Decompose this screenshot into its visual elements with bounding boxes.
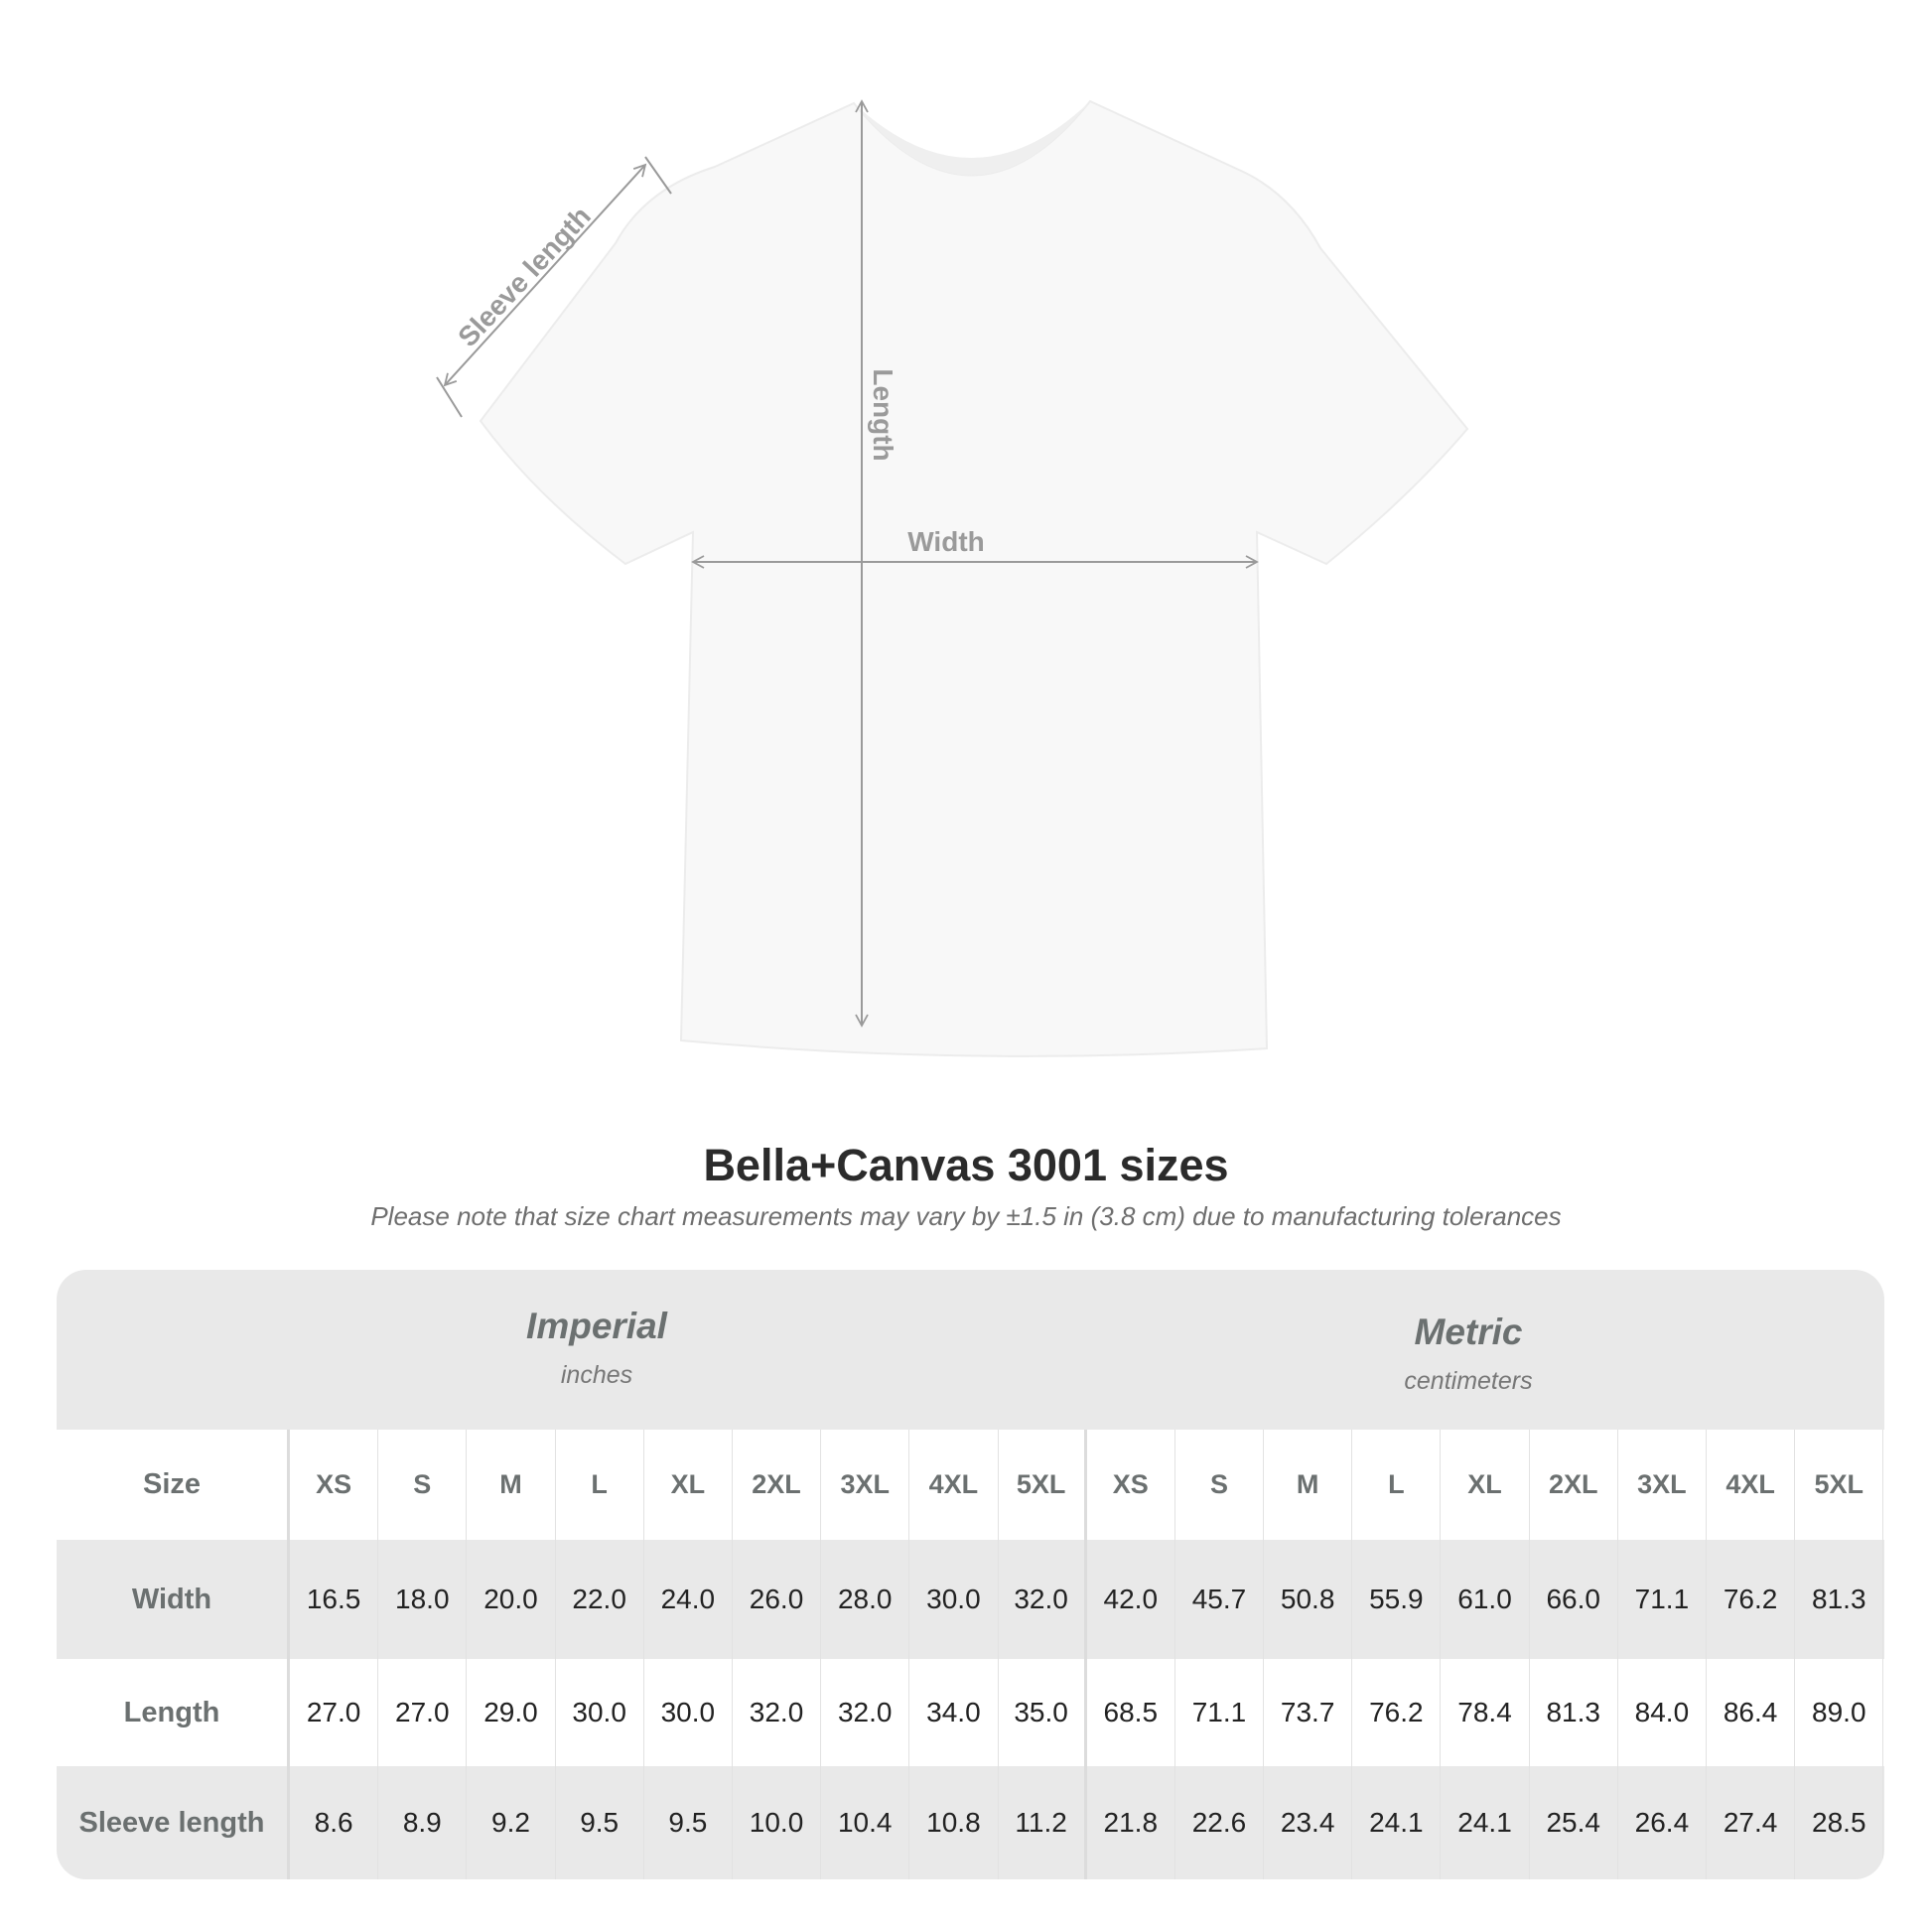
size-header-row: Size XS S M L XL 2XL 3XL 4XL 5XL XS S M L XL 2XL 3XL 4XL 5… [57,1430,1884,1540]
table-cell: 30.0 [644,1659,733,1766]
table-cell: 27.0 [378,1659,468,1766]
size-header-cell: XL [644,1430,733,1540]
size-header-cell: 2XL [1530,1430,1618,1540]
table-cell: 50.8 [1264,1540,1353,1659]
table-cell: 61.0 [1441,1540,1530,1659]
table-cell: 30.0 [556,1659,644,1766]
table-cell: 84.0 [1618,1659,1707,1766]
table-cell: 78.4 [1441,1659,1530,1766]
table-cell: 16.5 [290,1540,379,1659]
table-cell: 25.4 [1530,1766,1618,1879]
imperial-unit: inches [560,1361,633,1389]
table-cell: 10.4 [821,1766,910,1879]
table-cell: 27.4 [1707,1766,1796,1879]
size-table: Imperial inches Metric centimeters Size X… [57,1270,1884,1879]
size-header-cell: M [467,1430,556,1540]
size-header-cell: 5XL [999,1430,1087,1540]
table-cell: 29.0 [467,1659,556,1766]
table-cell: 34.0 [909,1659,999,1766]
table-cell: 45.7 [1175,1540,1265,1659]
size-header-cell: S [1175,1430,1265,1540]
size-header-cell: 5XL [1795,1430,1884,1540]
table-cell: 76.2 [1707,1540,1796,1659]
imperial-header: Imperial inches [299,1306,895,1390]
table-cell: 76.2 [1352,1659,1442,1766]
table-cell: 8.6 [290,1766,379,1879]
table-cell: 35.0 [999,1659,1087,1766]
tshirt-shape [479,99,1469,1057]
table-cell: 21.8 [1087,1766,1175,1879]
table-cell: 9.5 [556,1766,644,1879]
table-cell: 20.0 [467,1540,556,1659]
table-cell: 18.0 [378,1540,468,1659]
table-cell: 55.9 [1352,1540,1442,1659]
size-header-cell: 4XL [1707,1430,1796,1540]
table-cell: 73.7 [1264,1659,1353,1766]
table-row: Length 27.0 27.0 29.0 30.0 30.0 32.0 32.0 34.0 35… [57,1659,1884,1766]
table-cell: 28.0 [821,1540,910,1659]
table-cell: 28.5 [1795,1766,1884,1879]
imperial-heading: Imperial [526,1306,667,1346]
table-cell: 66.0 [1530,1540,1618,1659]
table-cell: 9.5 [644,1766,733,1879]
table-cell: 42.0 [1087,1540,1175,1659]
table-cell: 10.8 [909,1766,999,1879]
size-header-cell: XS [290,1430,379,1540]
table-cell: 22.6 [1175,1766,1265,1879]
size-header-cell: 3XL [821,1430,910,1540]
unit-header-band [57,1270,1884,1430]
table-cell: 27.0 [290,1659,379,1766]
collar [854,101,1090,176]
row-label: Width [57,1540,290,1659]
size-header-cell: XS [1087,1430,1175,1540]
size-header-cell: L [556,1430,644,1540]
row-label: Length [57,1659,290,1766]
table-cell: 23.4 [1264,1766,1353,1879]
size-header-cell: 4XL [909,1430,999,1540]
size-header-cell: 3XL [1618,1430,1707,1540]
table-cell: 86.4 [1707,1659,1796,1766]
metric-header: Metric centimeters [1171,1311,1766,1396]
metric-unit: centimeters [1404,1367,1533,1395]
table-cell: 24.1 [1352,1766,1442,1879]
table-cell: 32.0 [733,1659,822,1766]
width-label: Width [907,526,985,557]
size-header-cell: 2XL [733,1430,822,1540]
sleeve-measure-line [443,163,647,387]
size-header-cell: M [1264,1430,1353,1540]
table-cell: 26.0 [733,1540,822,1659]
table-cell: 68.5 [1087,1659,1175,1766]
table-cell: 26.4 [1618,1766,1707,1879]
metric-heading: Metric [1414,1311,1523,1352]
table-row: Sleeve length 8.6 8.9 9.2 9.5 9.5 10.0 10.4 10.8… [57,1766,1884,1879]
table-cell: 32.0 [999,1540,1087,1659]
table-cell: 32.0 [821,1659,910,1766]
table-cell: 10.0 [733,1766,822,1879]
table-cell: 71.1 [1618,1540,1707,1659]
length-label: Length [868,368,898,461]
row-label: Sleeve length [57,1766,290,1879]
page-title: Bella+Canvas 3001 sizes [703,1140,1229,1190]
table-cell: 24.1 [1441,1766,1530,1879]
table-cell: 11.2 [999,1766,1087,1879]
table-cell: 9.2 [467,1766,556,1879]
size-header-cell: S [378,1430,468,1540]
table-row: Width 16.5 18.0 20.0 22.0 24.0 26.0 28.0 30.0 32.… [57,1540,1884,1659]
table-cell: 30.0 [909,1540,999,1659]
table-cell: 8.9 [378,1766,468,1879]
table-cell: 89.0 [1795,1659,1884,1766]
size-label: Size [57,1430,290,1540]
size-header-cell: XL [1441,1430,1530,1540]
table-cell: 81.3 [1530,1659,1618,1766]
table-cell: 81.3 [1795,1540,1884,1659]
tolerance-note: Please note that size chart measurements… [370,1201,1562,1231]
size-header-cell: L [1352,1430,1442,1540]
tshirt-diagram: Sleeve length Length Width [436,99,1469,1057]
table-cell: 71.1 [1175,1659,1265,1766]
table-cell: 22.0 [556,1540,644,1659]
table-cell: 24.0 [644,1540,733,1659]
